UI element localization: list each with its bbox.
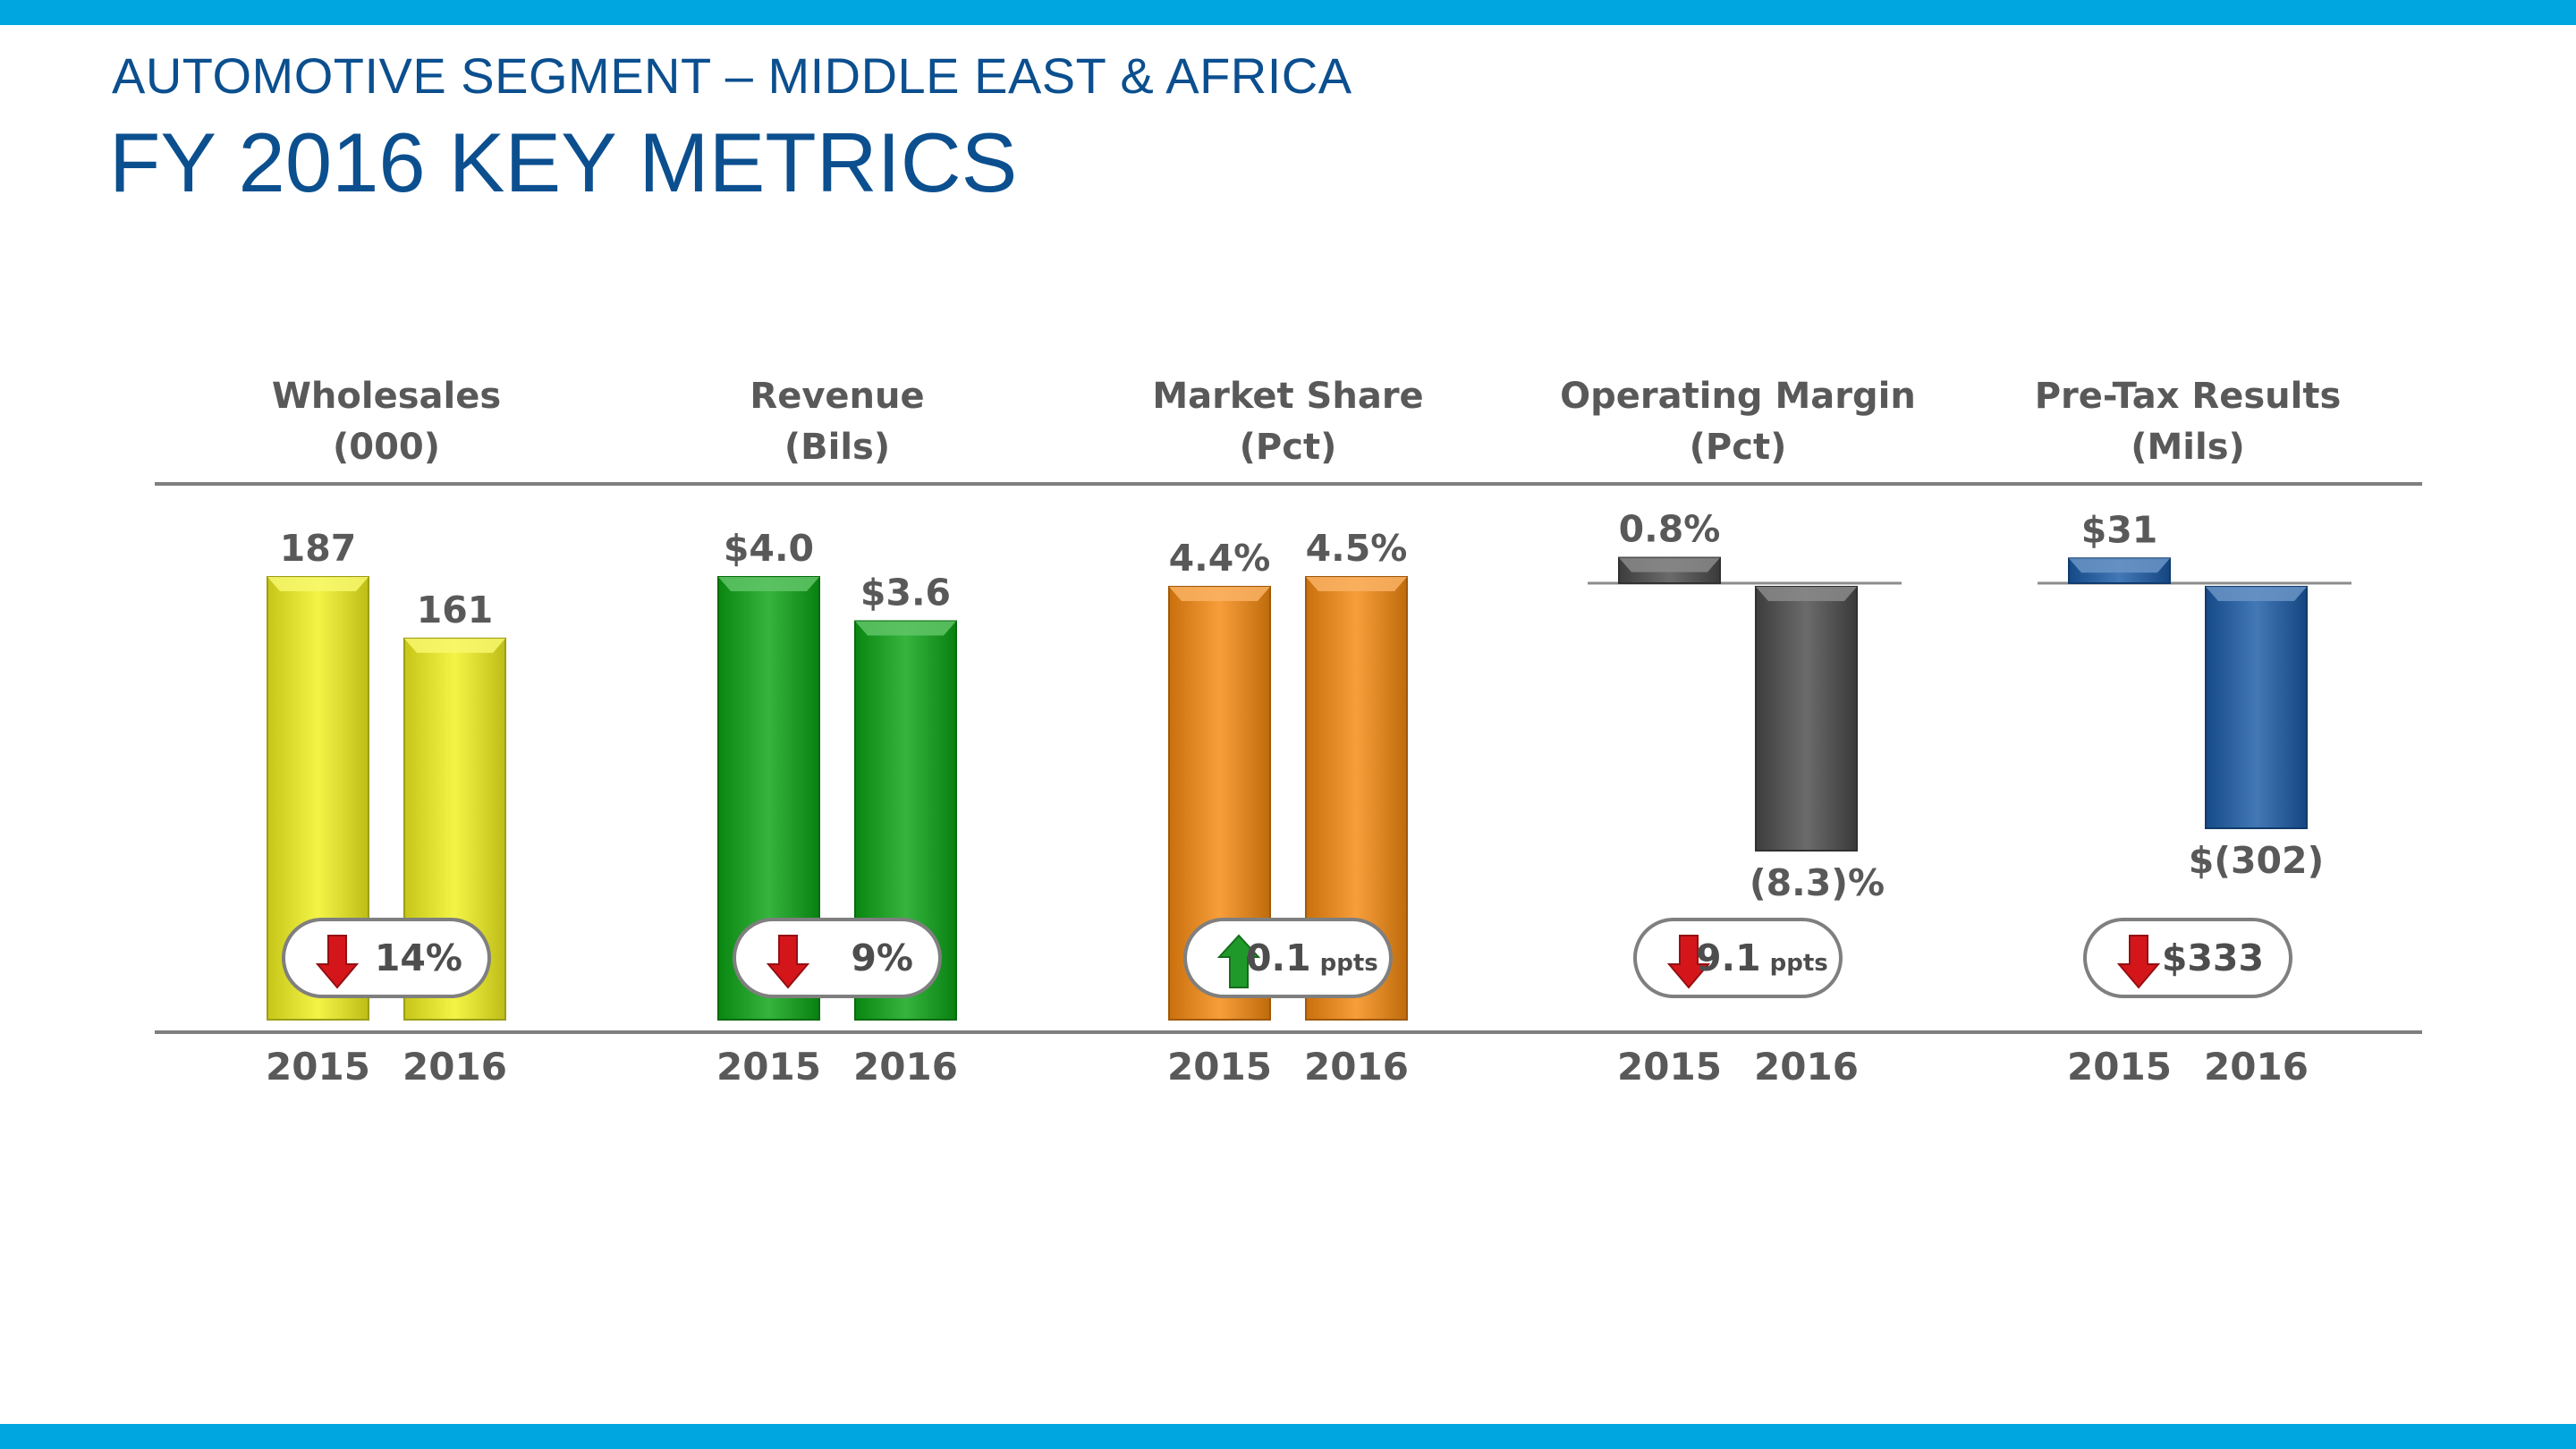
value-label: 0.8%: [1619, 508, 1721, 551]
top-accent-band: [0, 0, 2576, 25]
year-label: 2016: [1754, 1045, 1859, 1089]
page-subtitle: AUTOMOTIVE SEGMENT – MIDDLE EAST & AFRIC…: [112, 47, 1352, 104]
bar-highlight: [2069, 558, 2170, 573]
value-label: $3.6: [860, 572, 951, 614]
change-value: 14%: [375, 936, 462, 979]
bar-highlight: [1169, 587, 1270, 601]
metric-panel-4: Pre-Tax Results (Mils) $31 2015 $(302) 2016 $3…: [2035, 376, 2351, 1089]
arrow-down-icon: [1666, 935, 1711, 989]
arrow-down-icon: [2116, 935, 2161, 989]
value-label: $(302): [2189, 839, 2325, 882]
metric-panel-0: Wholesales (000) 187 2015 161 2016 14%: [266, 376, 507, 1089]
bar-highlight: [718, 577, 819, 591]
bar-highlight: [1756, 587, 1857, 601]
metric-unit-label: (000): [333, 427, 440, 468]
metric-unit-label: (Pct): [1690, 427, 1787, 468]
metric-title: Revenue: [750, 376, 924, 417]
page-title: FY 2016 KEY METRICS: [109, 115, 1018, 209]
year-label: 2015: [266, 1045, 370, 1089]
year-label: 2015: [1617, 1045, 1722, 1089]
year-label: 2016: [853, 1045, 958, 1089]
bar-2016: [1755, 586, 1858, 852]
arrow-down-icon: [315, 935, 360, 989]
metric-title: Market Share: [1152, 376, 1423, 417]
metric-title: Operating Margin: [1560, 376, 1916, 417]
metric-panel-3: Operating Margin (Pct) 0.8% 2015 (8.3)% 2016 9…: [1560, 376, 1916, 1089]
value-label: 161: [417, 589, 494, 631]
bar-highlight: [2206, 587, 2307, 601]
change-value: 0.1 ppts: [1246, 936, 1378, 979]
metric-title: Wholesales: [272, 376, 501, 417]
change-value: 9%: [851, 936, 913, 979]
bar-highlight: [267, 577, 369, 591]
year-label: 2015: [2067, 1045, 2172, 1089]
bar-highlight: [404, 638, 505, 653]
year-label: 2015: [716, 1045, 821, 1089]
metric-unit-label: (Pct): [1240, 427, 1337, 468]
value-label: 4.4%: [1169, 537, 1271, 580]
metric-panel-2: Market Share (Pct) 4.4% 2015 4.5% 2016 0.1 ppts: [1152, 376, 1423, 1089]
value-label: 187: [280, 527, 357, 570]
metric-unit-label: (Mils): [2131, 427, 2245, 468]
bottom-accent-band: [0, 1424, 2576, 1449]
bar-highlight: [1306, 577, 1407, 591]
metric-unit-label: (Bils): [784, 427, 890, 468]
value-label: $4.0: [724, 527, 814, 570]
bar-highlight: [855, 621, 956, 636]
bar-2016: [2205, 586, 2308, 829]
year-label: 2016: [402, 1045, 507, 1089]
year-label: 2016: [1304, 1045, 1409, 1089]
value-label: 4.5%: [1306, 527, 1408, 570]
year-label: 2016: [2204, 1045, 2309, 1089]
value-label: (8.3)%: [1750, 861, 1885, 904]
arrow-down-icon: [766, 935, 810, 989]
arrow-up-icon: [1216, 934, 1261, 988]
bar-highlight: [1619, 557, 1720, 572]
metric-panel-1: Revenue (Bils) $4.0 2015 $3.6 2016 9%: [716, 376, 958, 1089]
metric-title: Pre-Tax Results: [2035, 376, 2342, 417]
value-label: $31: [2081, 508, 2158, 551]
change-value: 9.1 ppts: [1696, 936, 1828, 979]
change-value: $333: [2162, 936, 2264, 979]
year-label: 2015: [1167, 1045, 1272, 1089]
